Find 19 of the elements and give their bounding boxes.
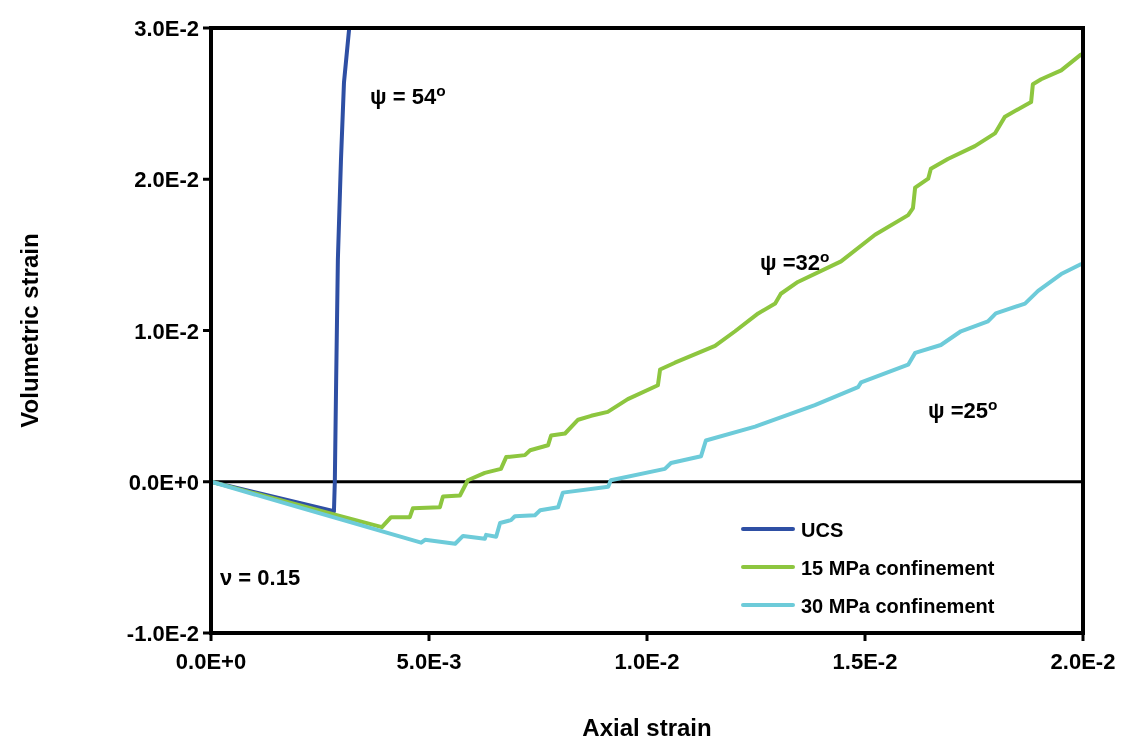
x-axis-title: Axial strain (582, 714, 712, 741)
annotation: ψ =32$^{o}$ (760, 247, 830, 275)
y-tick-label: -1.0E-2 (126, 621, 199, 646)
annotation: ψ = 54$^{o}$ (370, 81, 446, 109)
x-tick-label: 2.0E-2 (1050, 649, 1116, 674)
legend-label: 30 MPa confinement (801, 595, 995, 617)
y-tick-label: 2.0E-2 (134, 167, 199, 193)
x-tick-label: 1.5E-2 (832, 649, 898, 674)
x-tick-label: 0.0E+0 (175, 649, 247, 674)
annotation: ψ =25$^{o}$ (928, 395, 998, 423)
y-tick-label: 1.0E-2 (134, 318, 199, 344)
annotation: ν = 0.15 (220, 565, 301, 590)
y-tick-label: 3.0E-2 (134, 16, 199, 41)
y-axis-title: Volumetric strain (16, 233, 43, 428)
legend-label: UCS (801, 519, 844, 541)
x-tick-label: 1.0E-2 (614, 649, 680, 674)
x-tick-label: 5.0E-3 (396, 649, 462, 674)
legend-label: 15 MPa confinement (801, 557, 995, 579)
y-tick-label: 0.0E+0 (128, 469, 199, 495)
